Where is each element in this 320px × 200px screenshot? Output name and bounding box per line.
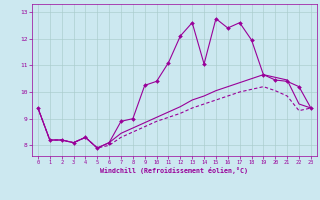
X-axis label: Windchill (Refroidissement éolien,°C): Windchill (Refroidissement éolien,°C) xyxy=(100,167,248,174)
